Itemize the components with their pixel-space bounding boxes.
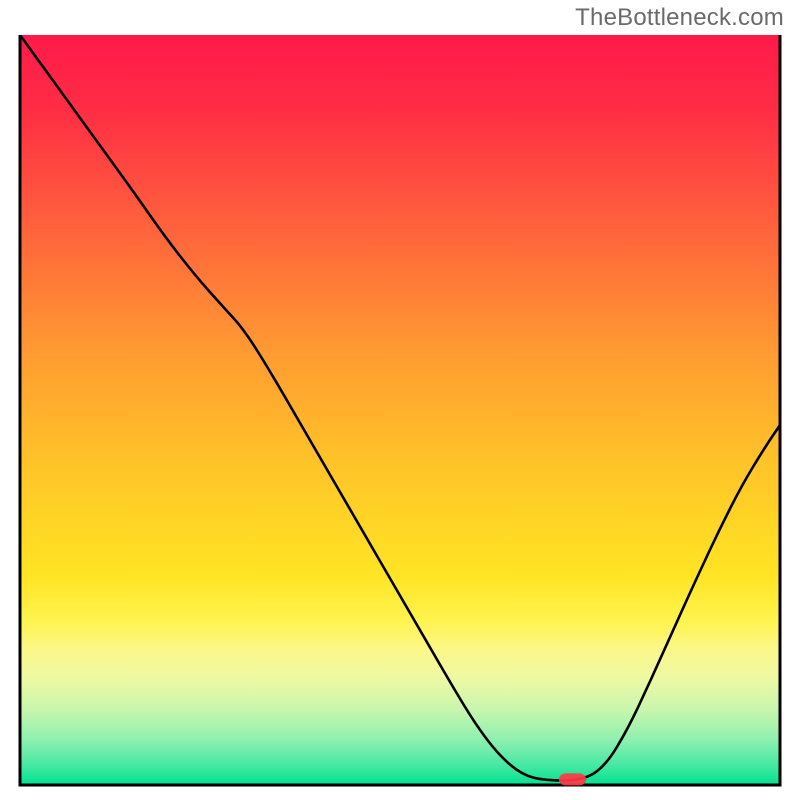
bottleneck-chart xyxy=(0,0,800,800)
optimum-marker xyxy=(559,773,586,785)
chart-background-gradient xyxy=(20,35,780,785)
chart-frame: TheBottleneck.com xyxy=(0,0,800,800)
